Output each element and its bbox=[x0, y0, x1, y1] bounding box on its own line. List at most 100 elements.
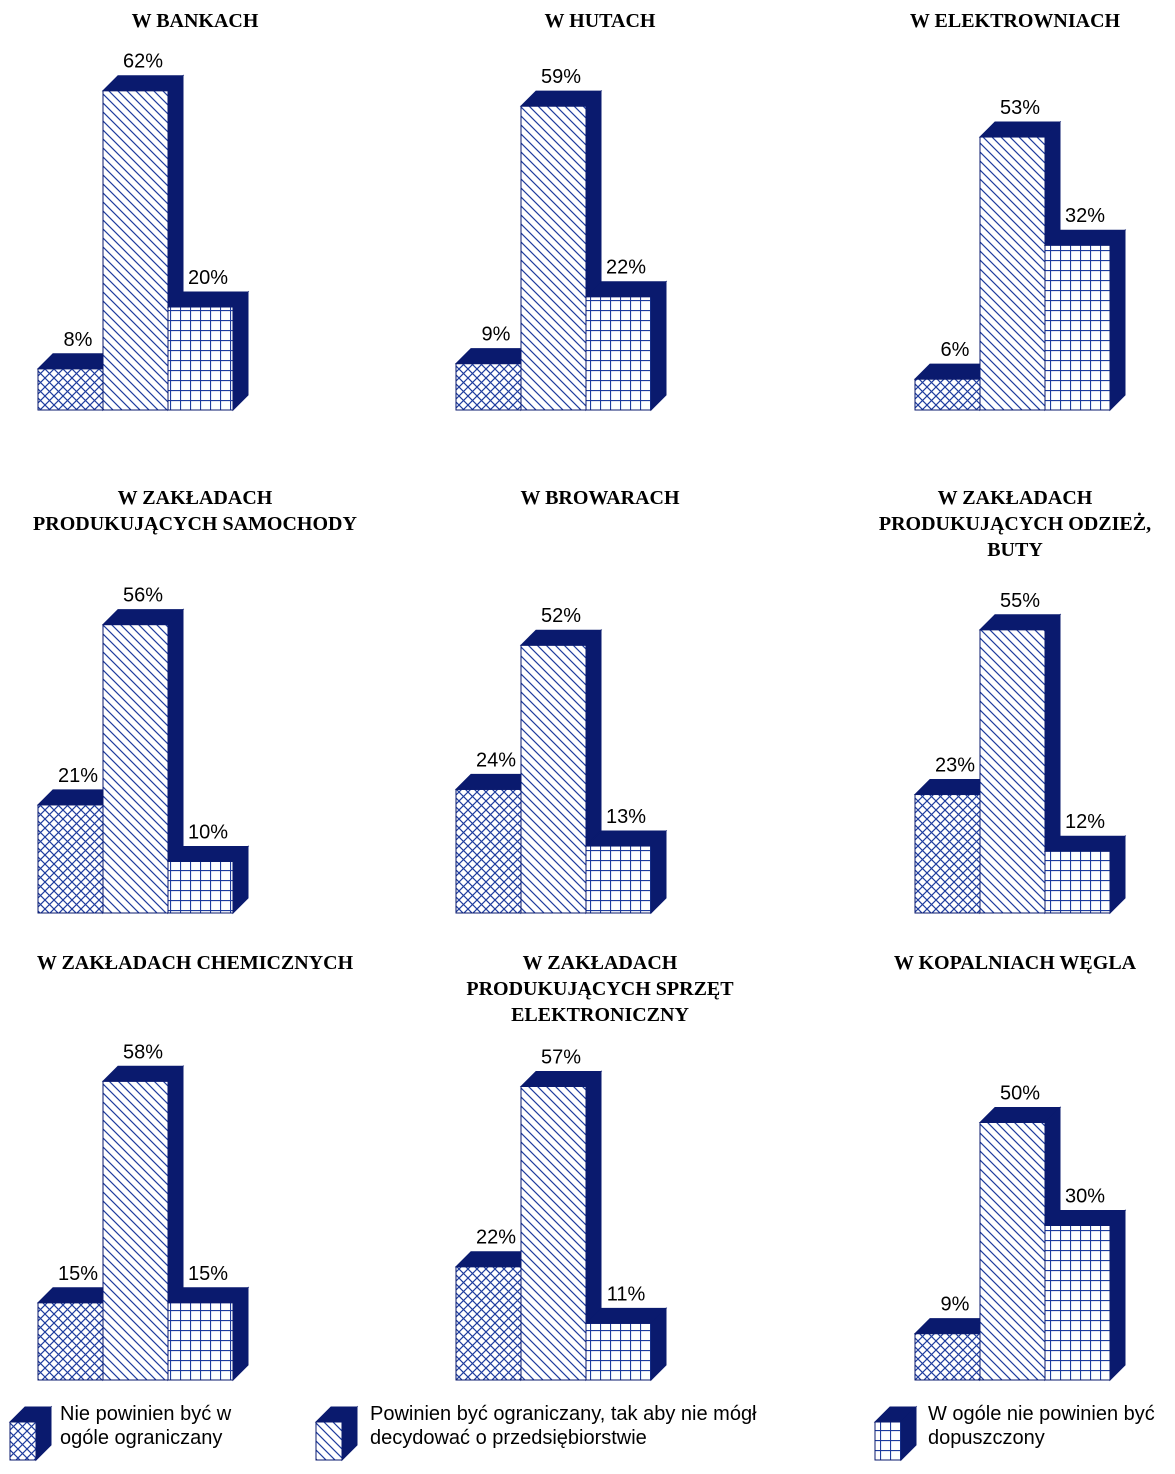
bar-front bbox=[914, 1333, 981, 1381]
value-label: 21% bbox=[58, 765, 98, 787]
bar bbox=[978, 120, 1062, 412]
value-label: 58% bbox=[123, 1041, 163, 1063]
bar-front bbox=[37, 368, 104, 411]
bar bbox=[1043, 228, 1127, 412]
value-label: 11% bbox=[607, 1283, 646, 1305]
bar bbox=[166, 845, 250, 915]
bar bbox=[584, 280, 668, 412]
bar-front bbox=[520, 644, 587, 914]
bar-side bbox=[650, 1307, 667, 1382]
value-label: 50% bbox=[1000, 1083, 1040, 1105]
value-label: 32% bbox=[1065, 205, 1105, 227]
chart-title: W ZAKŁADACH PRODUKUJĄCYCH ODZIEŻ, BUTY bbox=[878, 487, 1152, 561]
chart-title: W KOPALNIACH WĘGLA bbox=[893, 952, 1137, 974]
value-label: 9% bbox=[941, 1294, 970, 1316]
value-label: 24% bbox=[476, 749, 516, 771]
bar-side bbox=[900, 1405, 917, 1462]
value-label: 22% bbox=[606, 257, 646, 279]
value-label: 23% bbox=[935, 755, 975, 777]
value-label: 59% bbox=[541, 66, 581, 88]
chart-title: W ELEKTROWNIACH bbox=[909, 10, 1121, 32]
bar-front bbox=[9, 1421, 37, 1461]
value-label: 55% bbox=[1000, 590, 1040, 612]
value-label: 10% bbox=[188, 822, 228, 844]
bar-front bbox=[1044, 850, 1111, 914]
bar-front bbox=[1044, 244, 1111, 411]
bar-side bbox=[232, 845, 249, 915]
bar-front bbox=[167, 861, 234, 914]
legend-swatch bbox=[8, 1405, 53, 1462]
bar-side bbox=[650, 829, 667, 915]
bar-front bbox=[1044, 1225, 1111, 1381]
value-label: 9% bbox=[482, 324, 511, 346]
bar bbox=[454, 1250, 538, 1382]
bar-front bbox=[102, 90, 169, 411]
bar-front bbox=[520, 1085, 587, 1381]
bar bbox=[1043, 1209, 1127, 1382]
bar-front bbox=[315, 1421, 343, 1461]
value-label: 6% bbox=[941, 339, 970, 361]
bar bbox=[166, 290, 250, 412]
bar-front bbox=[874, 1421, 902, 1461]
bar bbox=[166, 1286, 250, 1382]
bar-front bbox=[979, 1122, 1046, 1381]
value-label: 56% bbox=[123, 585, 163, 607]
value-label: 62% bbox=[123, 51, 163, 73]
bar bbox=[519, 89, 603, 412]
bar-front bbox=[455, 788, 522, 914]
chart-title: W HUTACH bbox=[544, 10, 656, 32]
value-label: 13% bbox=[606, 806, 646, 828]
bar-side bbox=[232, 290, 249, 412]
legend-label: W ogóle nie powinien być dopuszczony bbox=[928, 1403, 1155, 1449]
value-label: 53% bbox=[1000, 97, 1040, 119]
bar-side bbox=[1109, 228, 1126, 412]
bar-front bbox=[585, 296, 652, 411]
value-label: 15% bbox=[188, 1263, 228, 1285]
value-label: 30% bbox=[1065, 1186, 1105, 1208]
bar-front bbox=[585, 845, 652, 914]
bar-front bbox=[979, 136, 1046, 411]
chart-title: W ZAKŁADACH CHEMICZNYCH bbox=[36, 952, 354, 974]
value-label: 22% bbox=[476, 1227, 516, 1249]
bar-front bbox=[914, 378, 981, 411]
bar-front bbox=[585, 1322, 652, 1381]
bar-side bbox=[650, 280, 667, 412]
value-label: 57% bbox=[541, 1046, 581, 1068]
value-label: 15% bbox=[58, 1263, 98, 1285]
legend-label: Nie powinien być w ogóle ograniczany bbox=[60, 1403, 232, 1449]
bar bbox=[1043, 834, 1127, 915]
bar-front bbox=[520, 105, 587, 411]
bar-front bbox=[167, 306, 234, 411]
bar-side bbox=[1109, 1209, 1126, 1382]
bar-side bbox=[341, 1405, 358, 1462]
chart-title: W ZAKŁADACH PRODUKUJĄCYCH SAMOCHODY bbox=[33, 487, 357, 535]
bar-front bbox=[914, 794, 981, 914]
bar-front bbox=[102, 624, 169, 914]
bar bbox=[101, 608, 185, 915]
legend-swatch bbox=[314, 1405, 359, 1462]
chart-title: W BANKACH bbox=[131, 10, 259, 32]
value-label: 12% bbox=[1065, 811, 1105, 833]
bar-side bbox=[35, 1405, 52, 1462]
chart-title: W ZAKŁADACH PRODUKUJĄCYCH SPRZĘT ELEKTRO… bbox=[466, 952, 734, 1026]
bar bbox=[519, 1070, 603, 1382]
bar-front bbox=[455, 1266, 522, 1381]
value-label: 8% bbox=[64, 329, 93, 351]
bar-front bbox=[979, 629, 1046, 914]
chart-title: W BROWARACH bbox=[520, 487, 680, 509]
bar-side bbox=[1109, 834, 1126, 915]
bar-front bbox=[102, 1080, 169, 1381]
bar-side bbox=[232, 1286, 249, 1382]
bar bbox=[584, 829, 668, 915]
legend-label: Powinien być ograniczany, tak aby nie mó… bbox=[370, 1403, 757, 1449]
bar-front bbox=[455, 363, 522, 411]
legend-swatch bbox=[873, 1405, 918, 1462]
bar-front bbox=[167, 1302, 234, 1381]
value-label: 20% bbox=[188, 267, 228, 289]
bar bbox=[584, 1307, 668, 1382]
bar bbox=[101, 1065, 185, 1382]
bar-front bbox=[37, 804, 104, 914]
bar-front bbox=[37, 1302, 104, 1381]
